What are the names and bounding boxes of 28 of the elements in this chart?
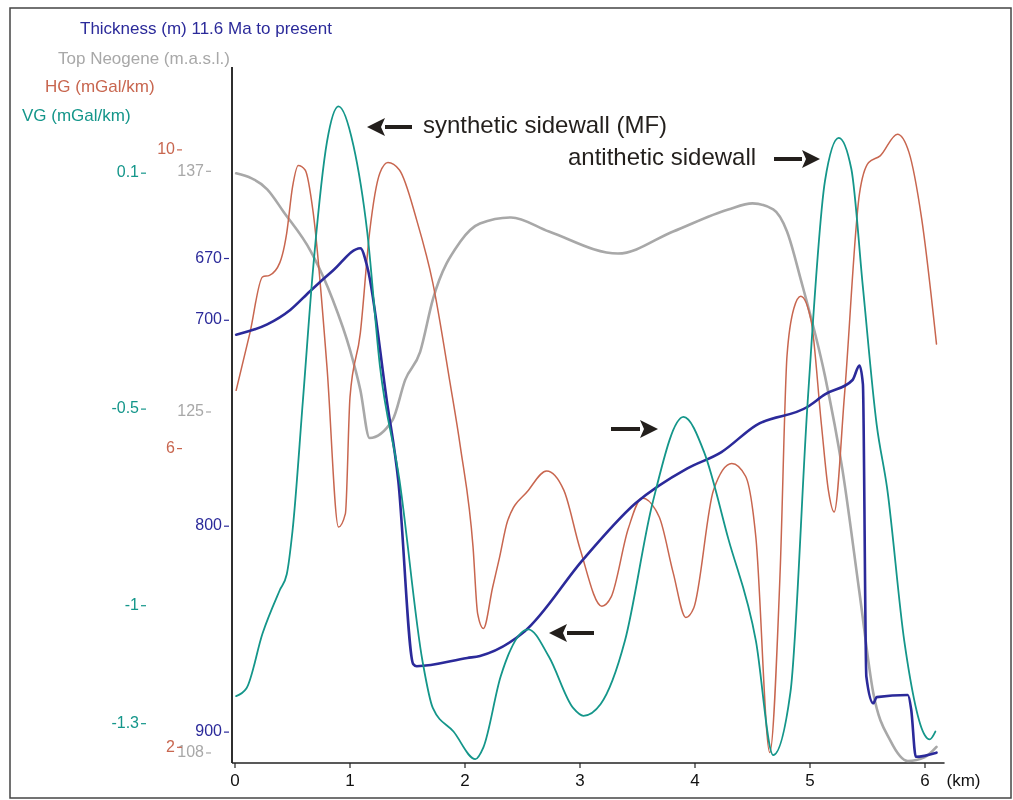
y-tick-label: -0.5 xyxy=(111,399,140,417)
y3-tick-label: 10 xyxy=(157,140,176,158)
y2-tick-label: 108 xyxy=(177,743,205,761)
y-tick-label: 670 xyxy=(195,248,223,266)
x-tick-label: 4 xyxy=(690,771,700,791)
y-tick-label: -1 xyxy=(124,595,140,613)
x-tick-label: 0 xyxy=(230,771,240,791)
y-axis-title: VG (mGal/km) xyxy=(22,106,131,126)
x-tick-label: 3 xyxy=(575,771,585,791)
x-tick-label: 1 xyxy=(345,771,355,791)
y2-tick-label: 137 xyxy=(177,161,205,179)
x-tick-label: 6 xyxy=(920,771,930,791)
y-tick-label: -1.3 xyxy=(111,713,140,731)
y3-tick-label: 2 xyxy=(166,737,176,755)
x-tick-label: 5 xyxy=(805,771,815,791)
x-axis-title: (km) xyxy=(946,771,981,791)
y3-tick-label: 6 xyxy=(166,438,176,456)
y2-tick-label: 125 xyxy=(177,402,205,420)
y3-axis-title: HG (mGal/km) xyxy=(45,77,155,97)
annotation: synthetic sidewall (MF) xyxy=(423,111,668,139)
y-tick-label: 900 xyxy=(195,722,223,740)
y-tick-label: 800 xyxy=(195,516,223,534)
y-axis-title: Thickness (m) 11.6 Ma to present xyxy=(80,19,333,39)
y2-axis-title: Top Neogene (m.a.s.l.) xyxy=(58,49,230,69)
y-tick-label: 700 xyxy=(195,310,223,328)
y-tick-label: 0.1 xyxy=(116,163,140,181)
annotation: antithetic sidewall xyxy=(568,143,757,171)
x-tick-label: 2 xyxy=(460,771,470,791)
